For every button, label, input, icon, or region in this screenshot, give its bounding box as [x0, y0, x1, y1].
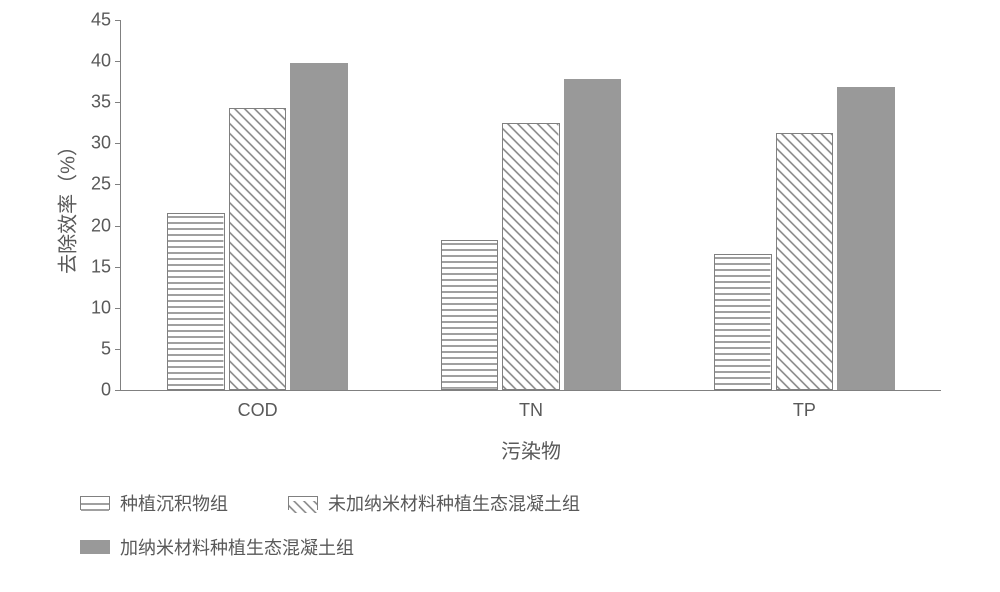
bar-s2	[502, 123, 559, 390]
y-tick	[115, 349, 121, 350]
y-tick-label: 20	[71, 215, 111, 236]
y-tick-label: 15	[71, 256, 111, 277]
legend-item-s1: 种植沉积物组	[80, 490, 228, 516]
y-tick-label: 5	[71, 338, 111, 359]
bar-s2	[229, 108, 286, 390]
bar-s1	[441, 240, 498, 390]
legend-swatch	[80, 496, 110, 510]
y-tick-label: 40	[71, 51, 111, 72]
chart-container: 去除效率（%） 污染物 051015202530354045CODTNTP	[50, 10, 950, 440]
bar-s1	[167, 213, 224, 390]
x-tick-label: COD	[238, 400, 278, 421]
y-tick-label: 35	[71, 92, 111, 113]
legend-swatch	[80, 540, 110, 554]
bar-s3	[837, 87, 894, 390]
y-tick	[115, 184, 121, 185]
y-tick	[115, 102, 121, 103]
y-tick	[115, 20, 121, 21]
y-tick-label: 45	[71, 10, 111, 31]
y-tick	[115, 390, 121, 391]
x-axis-label: 污染物	[501, 435, 561, 464]
bar-group: TP	[702, 20, 907, 390]
y-tick-label: 0	[71, 380, 111, 401]
legend-swatch	[288, 496, 318, 510]
legend: 种植沉积物组 未加纳米材料种植生态混凝土组加纳米材料种植生态混凝土组	[80, 490, 960, 578]
legend-item-s2: 未加纳米材料种植生态混凝土组	[288, 490, 580, 516]
bar-group: COD	[155, 20, 360, 390]
y-tick	[115, 143, 121, 144]
legend-label: 未加纳米材料种植生态混凝土组	[328, 490, 580, 516]
legend-item-s3: 加纳米材料种植生态混凝土组	[80, 534, 354, 560]
legend-label: 种植沉积物组	[120, 490, 228, 516]
y-tick-label: 30	[71, 133, 111, 154]
plot-area: 去除效率（%） 污染物 051015202530354045CODTNTP	[120, 20, 941, 391]
y-axis-label: 去除效率（%）	[52, 136, 81, 274]
x-tick-label: TN	[519, 400, 543, 421]
bar-s1	[714, 254, 771, 390]
y-tick	[115, 61, 121, 62]
legend-label: 加纳米材料种植生态混凝土组	[120, 534, 354, 560]
y-tick-label: 10	[71, 297, 111, 318]
bar-group: TN	[429, 20, 634, 390]
legend-row: 种植沉积物组 未加纳米材料种植生态混凝土组	[80, 490, 960, 516]
bar-s3	[564, 79, 621, 390]
legend-row: 加纳米材料种植生态混凝土组	[80, 534, 960, 560]
bar-s2	[776, 133, 833, 390]
y-tick	[115, 226, 121, 227]
bar-s3	[290, 63, 347, 390]
y-tick-label: 25	[71, 174, 111, 195]
y-tick	[115, 267, 121, 268]
x-tick-label: TP	[793, 400, 816, 421]
y-tick	[115, 308, 121, 309]
